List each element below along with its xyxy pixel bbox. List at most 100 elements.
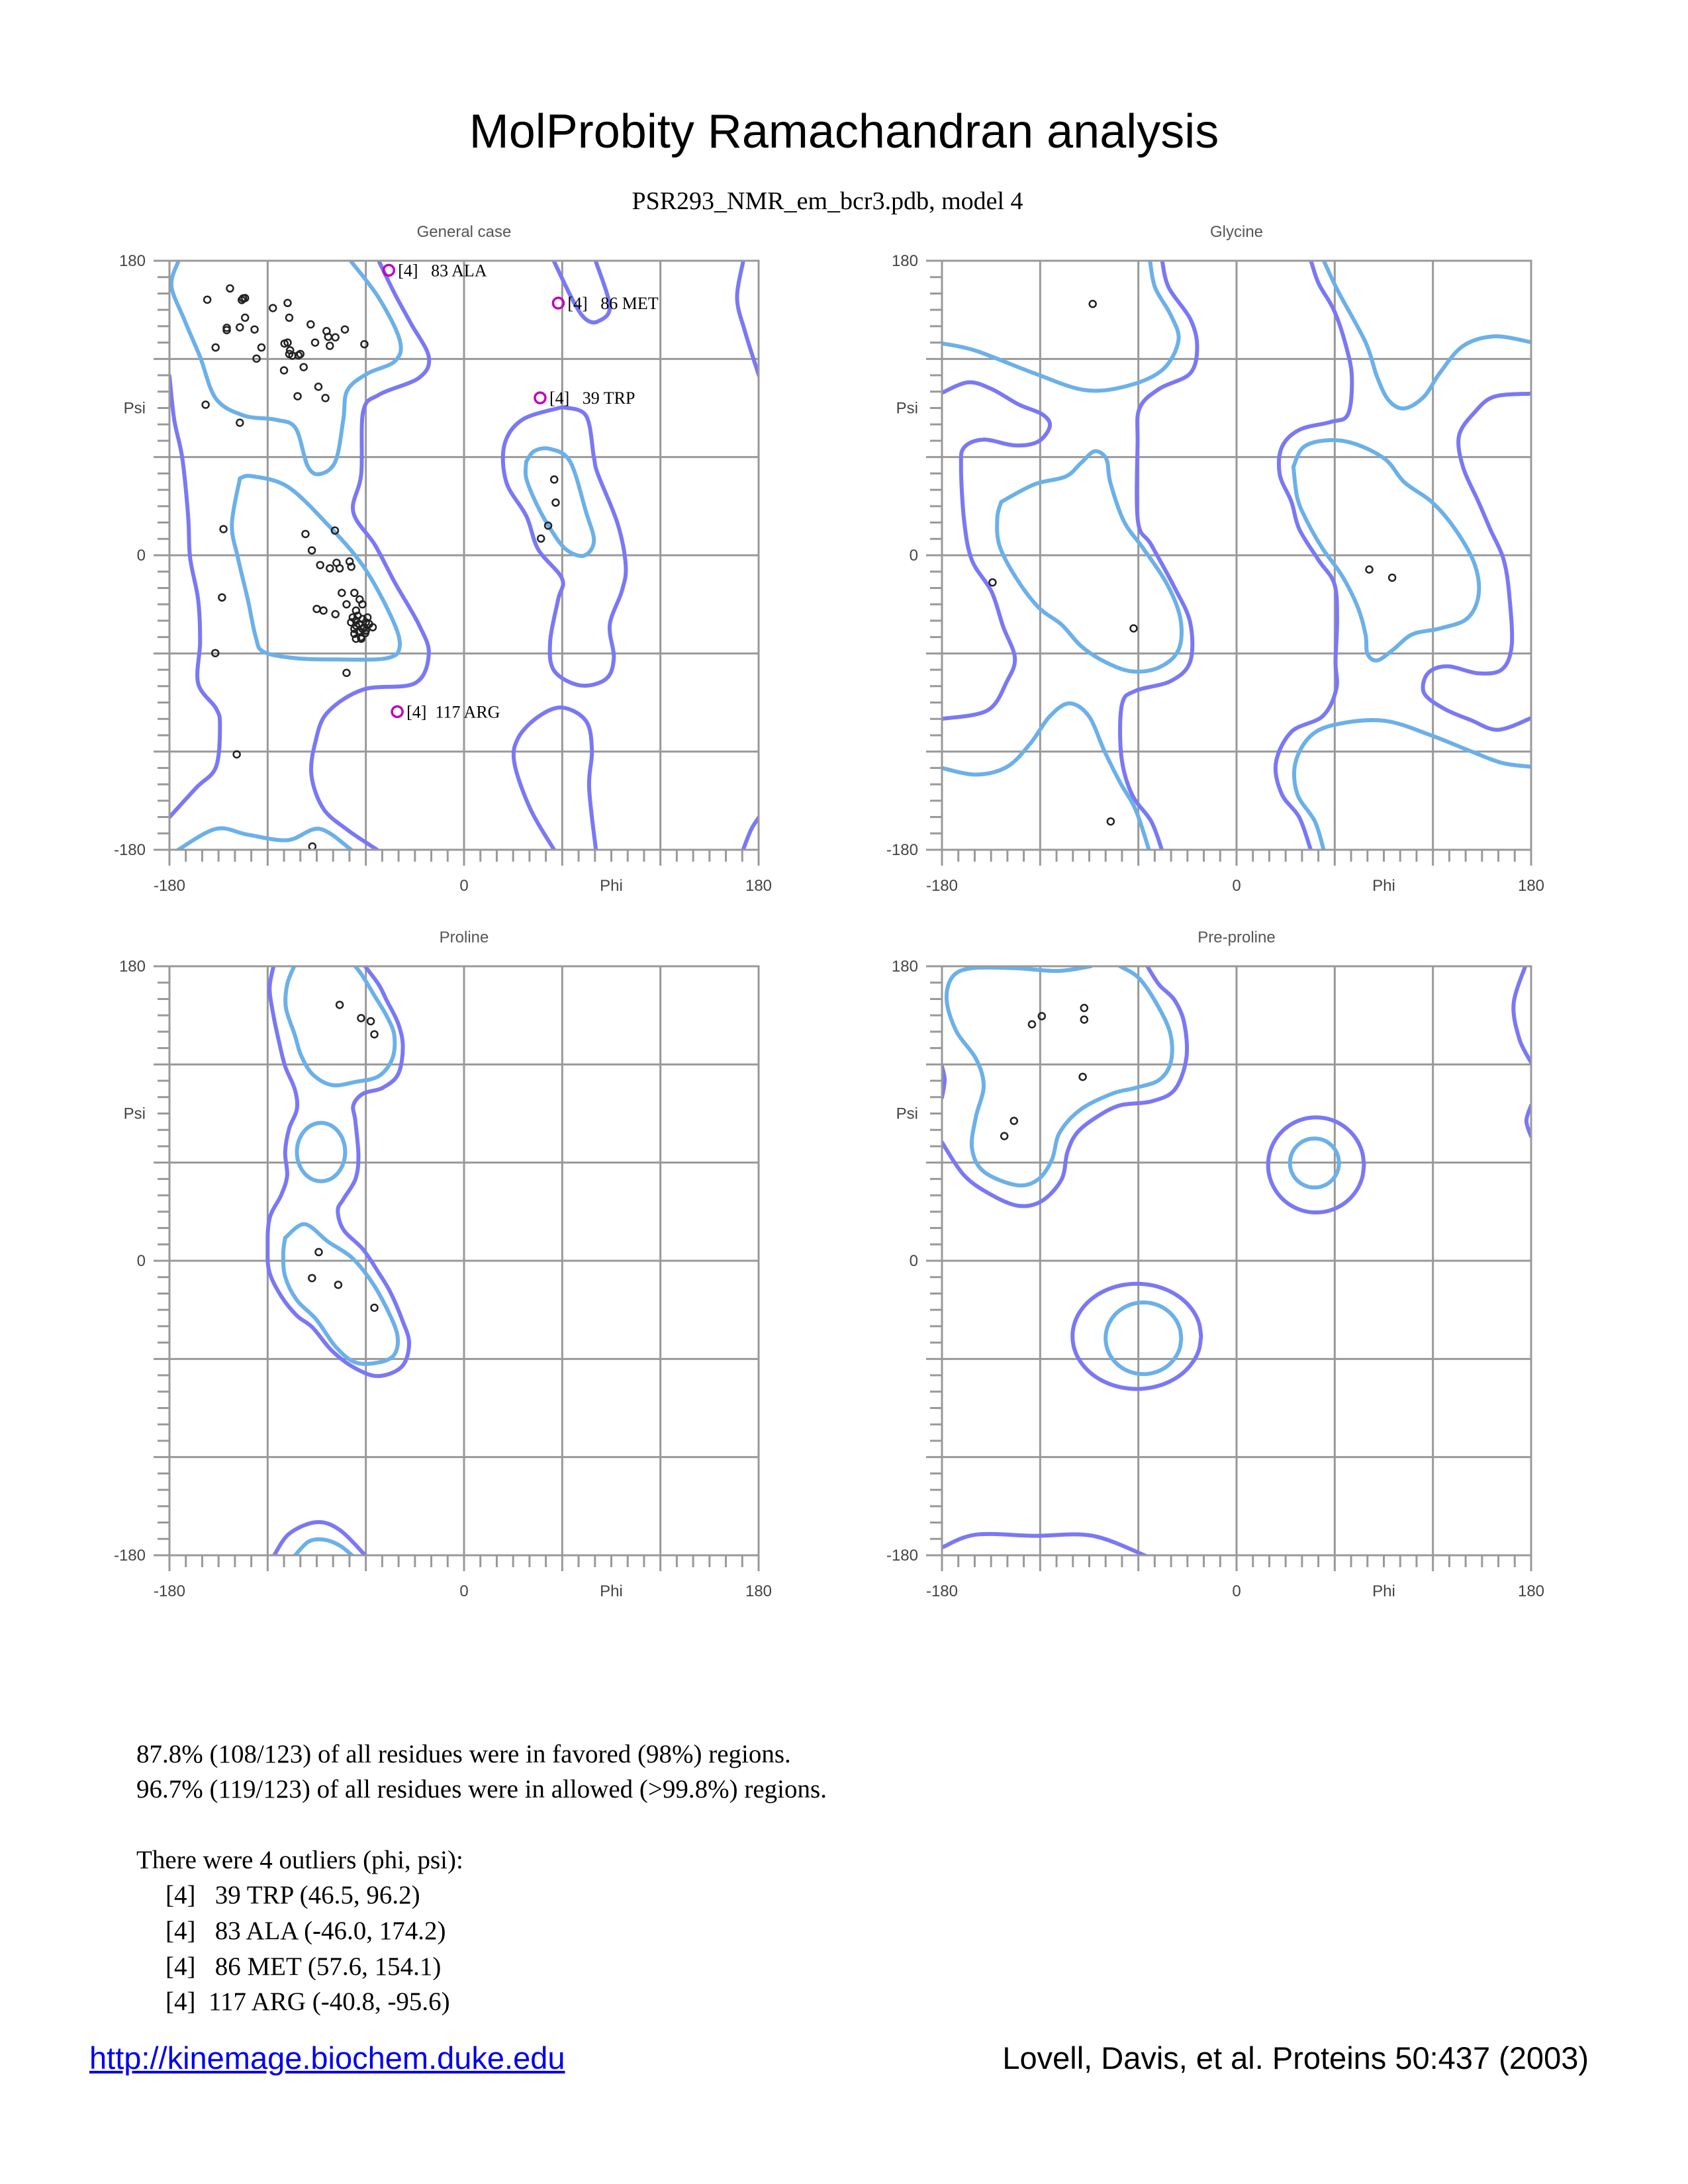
y-tick-label: 0 <box>910 547 918 565</box>
data-point <box>1088 300 1097 308</box>
outlier-label: [4] 117 ARG <box>406 702 500 721</box>
data-point <box>360 340 369 349</box>
favored-contour <box>169 261 403 477</box>
data-point <box>314 1248 323 1257</box>
y-tick-label: 180 <box>892 252 918 270</box>
data-point <box>252 354 261 363</box>
outlier-point <box>551 296 565 310</box>
data-point <box>219 525 228 533</box>
favored-contour <box>995 449 1184 674</box>
data-point <box>352 634 361 643</box>
data-point <box>211 343 220 352</box>
outlier-line: [4] 39 TRP (46.5, 96.2) <box>165 1881 420 1909</box>
data-point <box>345 557 354 566</box>
data-point <box>357 1014 365 1023</box>
plot-frame <box>168 965 760 1557</box>
data-point <box>1106 817 1115 826</box>
plot-panel-general-case: General case -180 0 180 Phi 180 0 -180 Psi [4] 83… <box>114 223 772 895</box>
data-point <box>285 313 294 322</box>
y-tick-label: -180 <box>114 1547 146 1565</box>
data-point <box>988 578 997 587</box>
contour-group <box>265 966 411 1555</box>
plot-title: Proline <box>440 929 489 946</box>
data-point <box>338 588 346 598</box>
data-point <box>306 320 315 329</box>
plot-frame <box>941 259 1532 851</box>
favored-contour <box>283 966 397 1087</box>
data-point <box>536 534 545 543</box>
y-axis-label: Psi <box>124 1105 146 1123</box>
x-axis-label: Phi <box>600 877 623 895</box>
data-point <box>1365 565 1374 574</box>
outlier-line: [4] 117 ARG (-40.8, -95.6) <box>165 1987 450 2016</box>
allowed-contour <box>309 261 432 850</box>
x-axis-label: Phi <box>1372 1582 1395 1600</box>
outlier-label: [4] 39 TRP <box>549 388 635 408</box>
kinemage-link[interactable]: http://kinemage.biochem.duke.edu <box>89 2040 565 2075</box>
data-point <box>342 600 351 609</box>
data-point <box>340 325 350 334</box>
x-tick-label: -180 <box>154 877 185 895</box>
plot-title: Glycine <box>1210 223 1263 241</box>
allowed-contour <box>511 705 598 850</box>
favored-contour <box>293 1537 355 1555</box>
y-tick-label: 0 <box>137 547 146 565</box>
data-point <box>279 366 289 375</box>
data-point <box>334 1281 343 1289</box>
data-point <box>368 623 377 632</box>
plot-title: Pre-proline <box>1197 929 1275 946</box>
favored-contour <box>230 474 402 662</box>
data-point <box>312 604 321 614</box>
data-point <box>316 561 324 570</box>
data-point <box>257 343 266 352</box>
data-point <box>361 629 369 637</box>
data-point <box>283 298 292 308</box>
favored-contour <box>1103 1300 1184 1377</box>
outlier-line: [4] 83 ALA (-46.0, 174.2) <box>165 1917 446 1945</box>
data-point <box>352 606 361 615</box>
plot-panel-pre-proline: Pre-proline -180 0 180 Phi 180 0 -180 Psi <box>886 929 1544 1600</box>
x-tick-label: -180 <box>154 1582 185 1600</box>
data-point <box>236 323 244 332</box>
data-point <box>211 649 220 658</box>
y-tick-label: -180 <box>114 841 146 859</box>
data-point <box>543 522 553 530</box>
outlier-label: [4] 86 MET <box>567 294 658 313</box>
data-point <box>201 400 210 409</box>
y-axis-label: Psi <box>896 400 918 418</box>
data-point <box>331 610 340 619</box>
favored-contour <box>295 1120 348 1183</box>
favored-contour <box>281 1222 400 1366</box>
outlier-point <box>391 705 404 719</box>
y-tick-label: 180 <box>119 252 146 270</box>
y-tick-label: -180 <box>886 841 918 859</box>
data-point <box>332 559 341 567</box>
data-point <box>335 1001 344 1009</box>
data-point <box>1037 1012 1047 1021</box>
data-point <box>310 338 320 347</box>
data-point <box>1078 1072 1087 1081</box>
x-tick-label: 0 <box>459 1582 468 1600</box>
favored-contour <box>942 701 1151 850</box>
y-tick-label: -180 <box>886 1547 918 1565</box>
x-tick-label: 180 <box>745 877 772 895</box>
data-point <box>353 612 362 620</box>
data-point <box>283 338 292 347</box>
data-point <box>268 304 277 312</box>
data-point <box>301 529 310 539</box>
data-point <box>551 498 560 507</box>
x-tick-label: 180 <box>745 1582 772 1600</box>
contour-group <box>942 966 1531 1555</box>
data-point <box>222 326 231 335</box>
data-point <box>1387 573 1397 582</box>
data-point <box>330 526 340 535</box>
favored-contour <box>176 826 353 850</box>
data-point <box>232 750 241 759</box>
x-tick-label: 0 <box>459 877 468 895</box>
y-tick-label: 180 <box>892 958 918 976</box>
allowed-contour <box>942 966 1190 1208</box>
data-point <box>236 418 244 427</box>
page-subtitle: PSR293_NMR_em_bcr3.pdb, model 4 <box>632 187 1023 215</box>
data-point <box>358 600 367 609</box>
data-point <box>350 588 359 598</box>
